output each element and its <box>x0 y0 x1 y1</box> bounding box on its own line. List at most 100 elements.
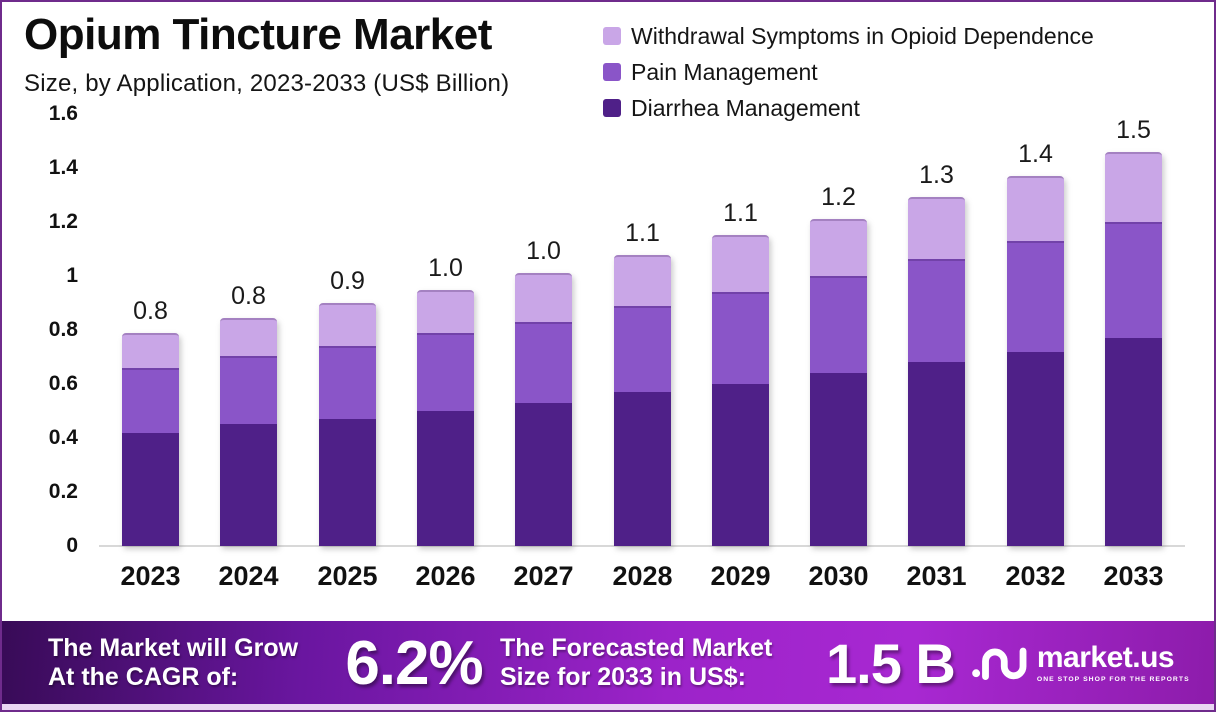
legend-item: Pain Management <box>603 54 1094 90</box>
bar-segment-diarrhea-management <box>908 362 965 546</box>
bar-segment-pain-management <box>417 333 474 411</box>
marketus-logo-name: market.us <box>1036 641 1175 674</box>
bar-segment-withdrawal-symptoms-in-opioid-dependence <box>417 290 474 333</box>
bar-2033 <box>1105 152 1162 546</box>
bar-total-label: 0.8 <box>133 297 168 325</box>
bar-segment-withdrawal-symptoms-in-opioid-dependence <box>220 318 277 356</box>
bar-segment-withdrawal-symptoms-in-opioid-dependence <box>908 197 965 259</box>
bar-segment-withdrawal-symptoms-in-opioid-dependence <box>712 235 769 292</box>
bar-segment-withdrawal-symptoms-in-opioid-dependence <box>1105 152 1162 222</box>
x-axis-label: 2024 <box>218 561 279 591</box>
bar-2030 <box>810 219 867 546</box>
bar-segment-diarrhea-management <box>122 433 179 546</box>
bar-total-label: 1.1 <box>723 199 758 227</box>
bar-segment-pain-management <box>515 322 572 403</box>
bar-2024 <box>220 318 277 546</box>
y-axis-tick-label: 1.2 <box>48 210 78 233</box>
bar-segment-withdrawal-symptoms-in-opioid-dependence <box>122 333 179 368</box>
bar-2029 <box>712 235 769 546</box>
y-axis-tick-label: 1 <box>66 264 78 287</box>
y-axis-tick-label: 0.8 <box>48 318 78 341</box>
bar-segment-pain-management <box>908 259 965 362</box>
x-axis-label: 2026 <box>415 561 476 591</box>
x-axis-label: 2033 <box>1103 561 1164 591</box>
bar-total-label: 0.9 <box>330 267 365 295</box>
bar-2028 <box>614 255 671 546</box>
bar-segment-diarrhea-management <box>220 424 277 546</box>
bar-segment-withdrawal-symptoms-in-opioid-dependence <box>614 255 671 306</box>
bar-total-label: 1.5 <box>1116 116 1151 144</box>
forecast-value: 1.5 B <box>826 631 956 695</box>
legend-label: Withdrawal Symptoms in Opioid Dependence <box>631 22 1094 49</box>
bar-segment-withdrawal-symptoms-in-opioid-dependence <box>515 273 572 322</box>
legend-swatch <box>603 99 621 117</box>
legend-label: Diarrhea Management <box>631 94 860 121</box>
forecast-caption: The Forecasted Market Size for 2033 in U… <box>500 634 790 692</box>
x-axis-label: 2029 <box>710 561 771 591</box>
bar-total-label: 1.4 <box>1018 140 1053 168</box>
bar-segment-diarrhea-management <box>810 373 867 546</box>
y-axis-tick-label: 0.6 <box>48 372 78 395</box>
bar-segment-pain-management <box>712 292 769 384</box>
bar-total-label: 1.3 <box>919 161 954 189</box>
x-axis-label: 2027 <box>513 561 574 591</box>
marketus-logo: market.us ONE STOP SHOP FOR THE REPORTS <box>971 637 1190 689</box>
y-axis-tick-label: 0.2 <box>48 480 78 503</box>
legend-label: Pain Management <box>631 58 818 85</box>
bottom-accent-strip <box>2 704 1214 710</box>
bar-segment-withdrawal-symptoms-in-opioid-dependence <box>810 219 867 276</box>
y-axis-tick-label: 0.4 <box>48 426 78 449</box>
marketus-logo-icon <box>972 647 1027 681</box>
bar-2031 <box>908 197 965 546</box>
y-axis-tick-label: 0 <box>66 534 78 557</box>
legend-swatch <box>603 63 621 81</box>
bar-segment-pain-management <box>319 346 376 419</box>
marketus-logo-tagline: ONE STOP SHOP FOR THE REPORTS <box>1036 676 1190 683</box>
bar-2026 <box>417 290 474 546</box>
bar-segment-withdrawal-symptoms-in-opioid-dependence <box>1007 176 1064 241</box>
bar-segment-pain-management <box>810 276 867 373</box>
bar-2025 <box>319 303 376 546</box>
x-axis-label: 2032 <box>1005 561 1066 591</box>
cagr-caption: The Market will Grow At the CAGR of: <box>48 634 316 692</box>
bar-segment-pain-management <box>1007 241 1064 352</box>
bar-2023 <box>122 333 179 546</box>
bar-total-label: 1.0 <box>526 237 561 265</box>
x-axis-label: 2028 <box>612 561 673 591</box>
page-subtitle: Size, by Application, 2023-2033 (US$ Bil… <box>24 70 510 97</box>
bar-total-label: 1.0 <box>428 254 463 282</box>
bar-segment-withdrawal-symptoms-in-opioid-dependence <box>319 303 376 346</box>
x-axis-label: 2031 <box>906 561 967 591</box>
legend-item: Withdrawal Symptoms in Opioid Dependence <box>603 18 1094 54</box>
legend-swatch <box>603 27 621 45</box>
bar-segment-pain-management <box>1105 222 1162 338</box>
bar-segment-diarrhea-management <box>1105 338 1162 546</box>
y-axis-tick-label: 1.4 <box>48 156 78 179</box>
cagr-caption-line2: At the CAGR of: <box>48 663 239 691</box>
x-axis-label: 2030 <box>808 561 869 591</box>
bar-2032 <box>1007 176 1064 546</box>
bar-segment-diarrhea-management <box>614 392 671 546</box>
bar-2027 <box>515 273 572 546</box>
bar-segment-diarrhea-management <box>319 419 376 546</box>
bar-total-label: 1.2 <box>821 183 856 211</box>
footer-banner: The Market will Grow At the CAGR of: 6.2… <box>2 621 1214 707</box>
bar-segment-diarrhea-management <box>1007 352 1064 546</box>
marketus-logo-text: market.us ONE STOP SHOP FOR THE REPORTS <box>1036 641 1190 684</box>
bar-segment-diarrhea-management <box>515 403 572 546</box>
bar-total-label: 0.8 <box>231 282 266 310</box>
cagr-value: 6.2% <box>345 628 483 698</box>
x-axis-label: 2025 <box>317 561 378 591</box>
bar-segment-pain-management <box>220 356 277 424</box>
chart-legend: Withdrawal Symptoms in Opioid Dependence… <box>603 18 1094 126</box>
bar-segment-diarrhea-management <box>712 384 769 546</box>
legend-item: Diarrhea Management <box>603 90 1094 126</box>
forecast-caption-line2: Size for 2033 in US$: <box>500 663 746 691</box>
bar-segment-pain-management <box>614 306 671 392</box>
x-axis-label: 2023 <box>120 561 181 591</box>
bar-segment-pain-management <box>122 368 179 433</box>
bar-total-label: 1.1 <box>625 219 660 247</box>
page-title: Opium Tincture Market <box>24 10 492 59</box>
